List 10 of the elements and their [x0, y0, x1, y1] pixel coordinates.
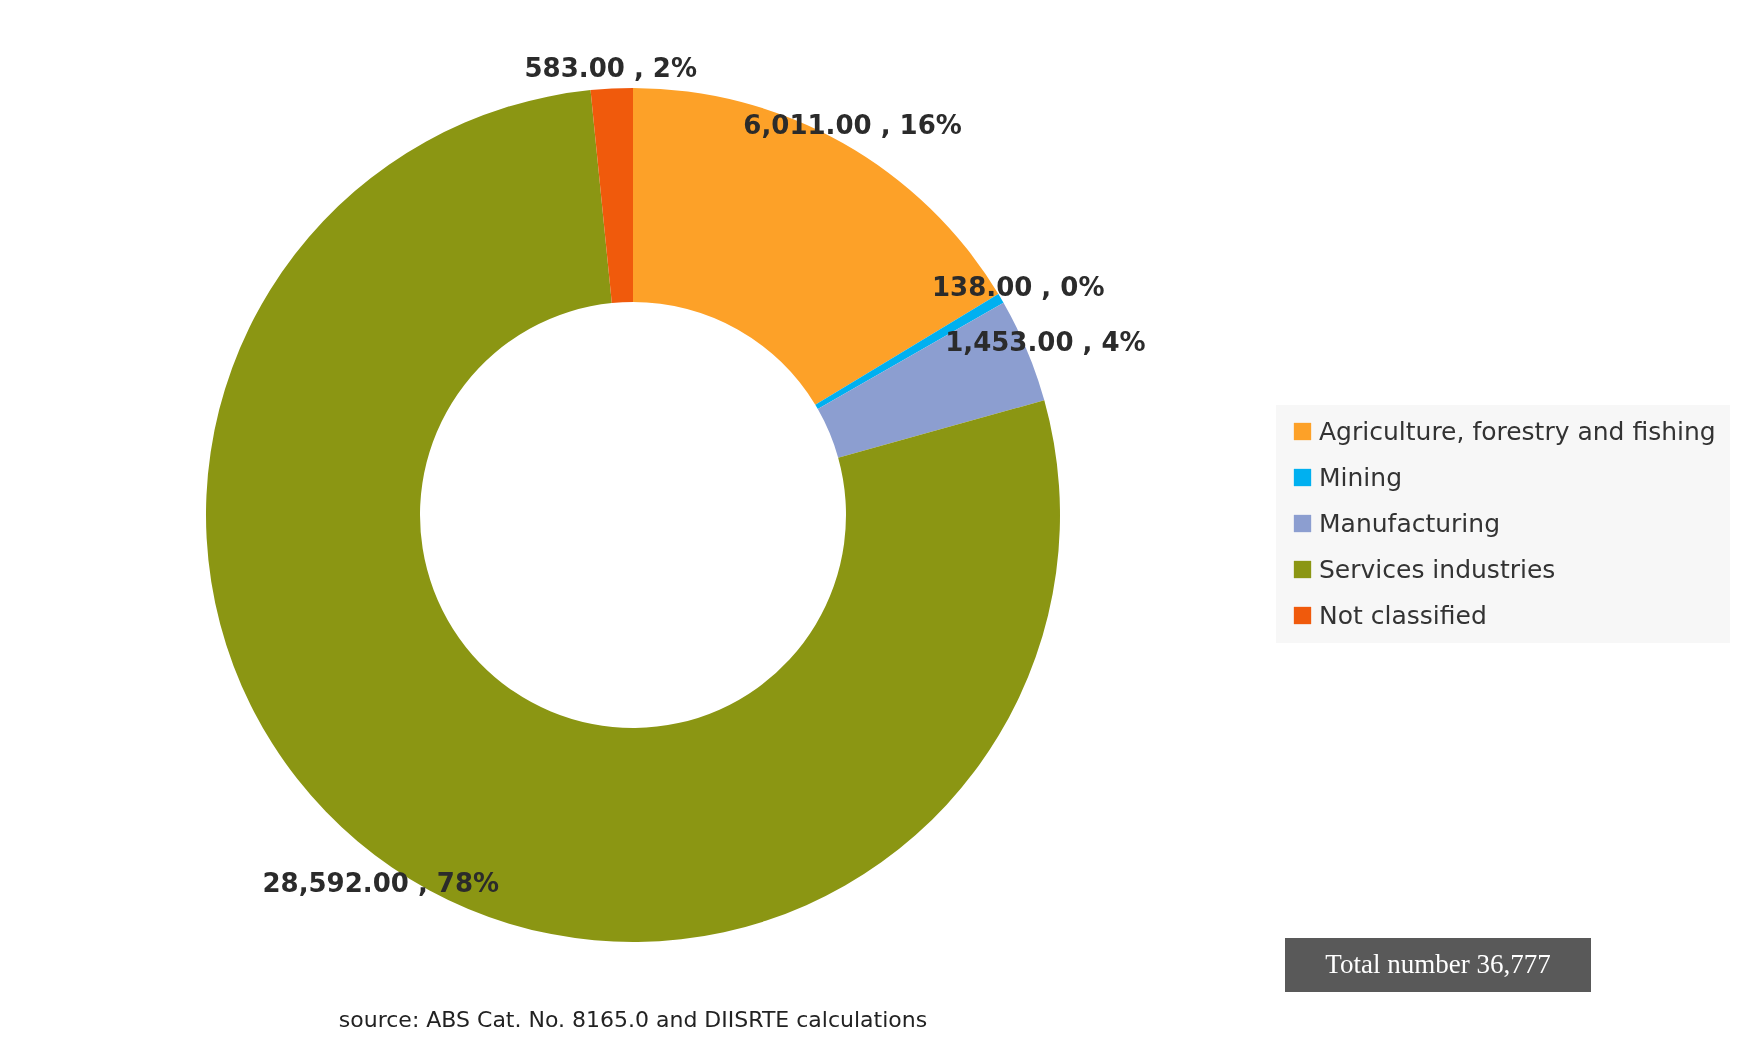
legend-label: Mining [1319, 462, 1403, 492]
text: Total number 36,777 [1325, 949, 1551, 979]
legend-label: Manufacturing [1319, 508, 1501, 538]
legend-label: Not classified [1319, 600, 1487, 630]
legend-label: Services industries [1319, 554, 1556, 584]
data-label: 583.00 , 2% [524, 52, 697, 83]
legend-label: Agriculture, forestry and fishing [1319, 416, 1716, 446]
data-label: 28,592.00 , 78% [262, 868, 500, 899]
donut-slice [590, 88, 633, 304]
source-note: source: ABS Cat. No. 8165.0 and DIISRTE calculations [338, 1007, 928, 1032]
